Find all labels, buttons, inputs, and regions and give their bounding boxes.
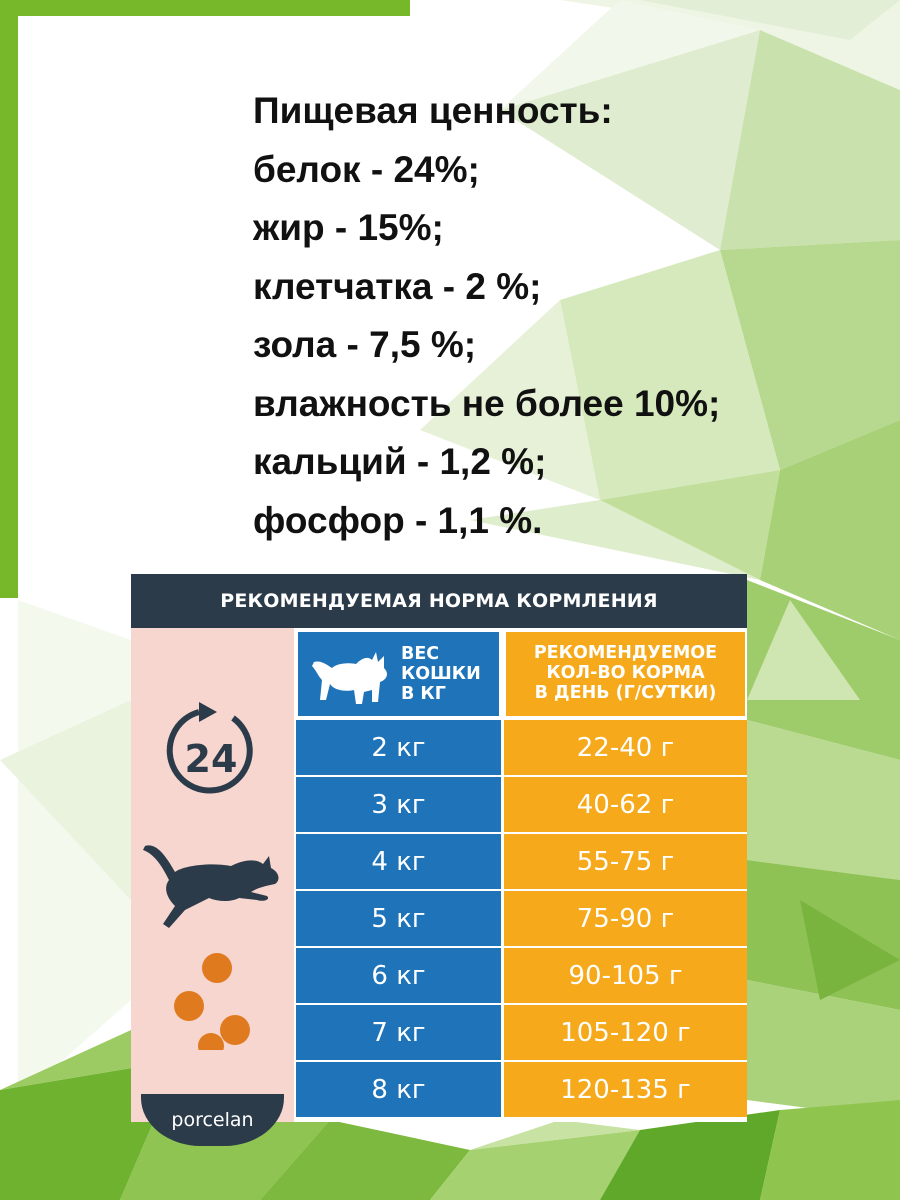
table-row-amount: 40-62 г bbox=[504, 777, 747, 832]
row-divider bbox=[296, 1060, 747, 1062]
table-row-amount: 90-105 г bbox=[504, 948, 747, 1003]
weight-column-header: ВЕС КОШКИ В КГ bbox=[296, 630, 501, 718]
amount-header-line2: КОЛ-ВО КОРМА bbox=[546, 663, 705, 683]
frame-left-bar bbox=[0, 0, 18, 598]
table-row-weight: 7 кг bbox=[296, 1005, 501, 1060]
sitting-cat-icon bbox=[312, 652, 387, 704]
nutrition-calcium: кальций - 1,2 %; bbox=[253, 441, 547, 482]
table-row-weight: 8 кг bbox=[296, 1062, 501, 1117]
table-row-amount: 55-75 г bbox=[504, 834, 747, 889]
nutrition-title: Пищевая ценность: bbox=[253, 90, 613, 131]
icon-panel: 24 porcelan bbox=[131, 628, 294, 1146]
brand-label: porcelan bbox=[171, 1109, 254, 1131]
table-row-weight: 3 кг bbox=[296, 777, 501, 832]
table-row-weight: 2 кг bbox=[296, 720, 501, 775]
row-divider bbox=[296, 1003, 747, 1005]
weight-header-line1: ВЕС bbox=[401, 644, 440, 664]
row-divider bbox=[296, 832, 747, 834]
row-divider bbox=[296, 775, 747, 777]
jumping-cat-icon bbox=[143, 845, 279, 928]
weight-header-text: ВЕС КОШКИ В КГ bbox=[401, 644, 481, 704]
nutrition-fiber: клетчатка - 2 %; bbox=[253, 265, 542, 307]
clock-24-icon: 24 bbox=[166, 702, 253, 794]
table-row-amount: 22-40 г bbox=[504, 720, 747, 775]
table-row-weight: 4 кг bbox=[296, 834, 501, 889]
amount-header-line1: РЕКОМЕНДУЕМОЕ bbox=[533, 643, 718, 663]
feeding-table: РЕКОМЕНДУЕМАЯ НОРМА КОРМЛЕНИЯ 24 porcela… bbox=[131, 574, 747, 1146]
table-row-amount: 120-135 г bbox=[504, 1062, 747, 1117]
clock-badge-text: 24 bbox=[185, 737, 238, 781]
kibble-bowl-icon bbox=[174, 953, 250, 1050]
nutrition-moisture: влажность не более 10%; bbox=[253, 382, 721, 424]
table-row-amount: 75-90 г bbox=[504, 891, 747, 946]
table-row-weight: 5 кг bbox=[296, 891, 501, 946]
nutrition-fat: жир - 15%; bbox=[253, 207, 444, 248]
row-divider bbox=[296, 889, 747, 891]
weight-header-line3: В КГ bbox=[401, 684, 446, 704]
table-row-amount: 105-120 г bbox=[504, 1005, 747, 1060]
frame-top-bar bbox=[0, 0, 410, 16]
nutrition-phosphorus: фосфор - 1,1 %. bbox=[253, 499, 543, 541]
nutrition-ash: зола - 7,5 %; bbox=[253, 324, 477, 365]
nutrition-facts: Пищевая ценность: белок - 24%; жир - 15%… bbox=[253, 82, 873, 550]
table-row-weight: 6 кг bbox=[296, 948, 501, 1003]
weight-header-line2: КОШКИ bbox=[401, 664, 481, 684]
row-divider bbox=[296, 946, 747, 948]
amount-header-line3: В ДЕНЬ (Г/СУТКИ) bbox=[534, 683, 717, 703]
feeding-table-title: РЕКОМЕНДУЕМАЯ НОРМА КОРМЛЕНИЯ bbox=[131, 574, 747, 628]
amount-column-header: РЕКОМЕНДУЕМОЕ КОЛ-ВО КОРМА В ДЕНЬ (Г/СУТ… bbox=[504, 630, 747, 718]
nutrition-protein: белок - 24%; bbox=[253, 148, 480, 190]
